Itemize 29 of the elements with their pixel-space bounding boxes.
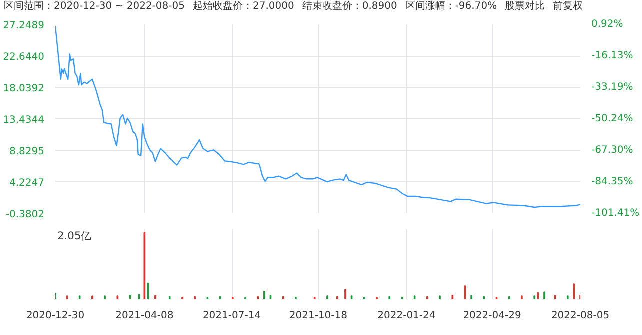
y2-tick-label: -67.30% — [592, 145, 634, 156]
text: 区间涨幅：-96.70% — [405, 1, 498, 12]
y-tick-label: 4.2247 — [10, 178, 45, 189]
x-tick-label: 2022-01-24 — [378, 310, 436, 322]
x-tick-label: 2021-07-14 — [202, 310, 262, 322]
line-series — [56, 26, 580, 208]
y-tick-label: 27.2489 — [3, 20, 45, 32]
text: 结束收盘价：0.8900 — [302, 1, 398, 12]
text: 股票对比 — [505, 1, 546, 12]
y2-tick-label: -50.24% — [592, 113, 634, 124]
y-tick-label: 22.6440 — [3, 52, 45, 63]
y2-tick-label: -84.35% — [592, 176, 634, 188]
chart-title: 区间范围：2020-12-30 ~ 2022-08-05 — [4, 1, 185, 12]
annotation: 2.05亿 — [58, 230, 92, 242]
text: 起始收盘价：27.0000 — [192, 1, 294, 12]
y-tick-label: 18.0392 — [3, 84, 45, 94]
x-tick-label: 2022-08-05 — [551, 310, 610, 322]
y2-tick-label: 0.92% — [592, 19, 624, 30]
y2-tick-label: -16.13% — [592, 50, 634, 62]
text: 前复权 — [553, 1, 584, 12]
y-tick-label: -0.3802 — [6, 210, 45, 220]
x-tick-label: 2021-10-18 — [289, 310, 348, 322]
y-tick-label: 13.4344 — [3, 115, 45, 126]
x-tick-label: 2021-04-08 — [116, 310, 174, 322]
x-tick-label: 2020-12-30 — [26, 310, 85, 322]
x-tick-label: 2022-04-29 — [463, 310, 522, 322]
y2-tick-label: -33.19% — [592, 82, 634, 93]
y-tick-label: 8.8295 — [10, 146, 45, 158]
y2-tick-label: -101.41% — [592, 208, 640, 219]
